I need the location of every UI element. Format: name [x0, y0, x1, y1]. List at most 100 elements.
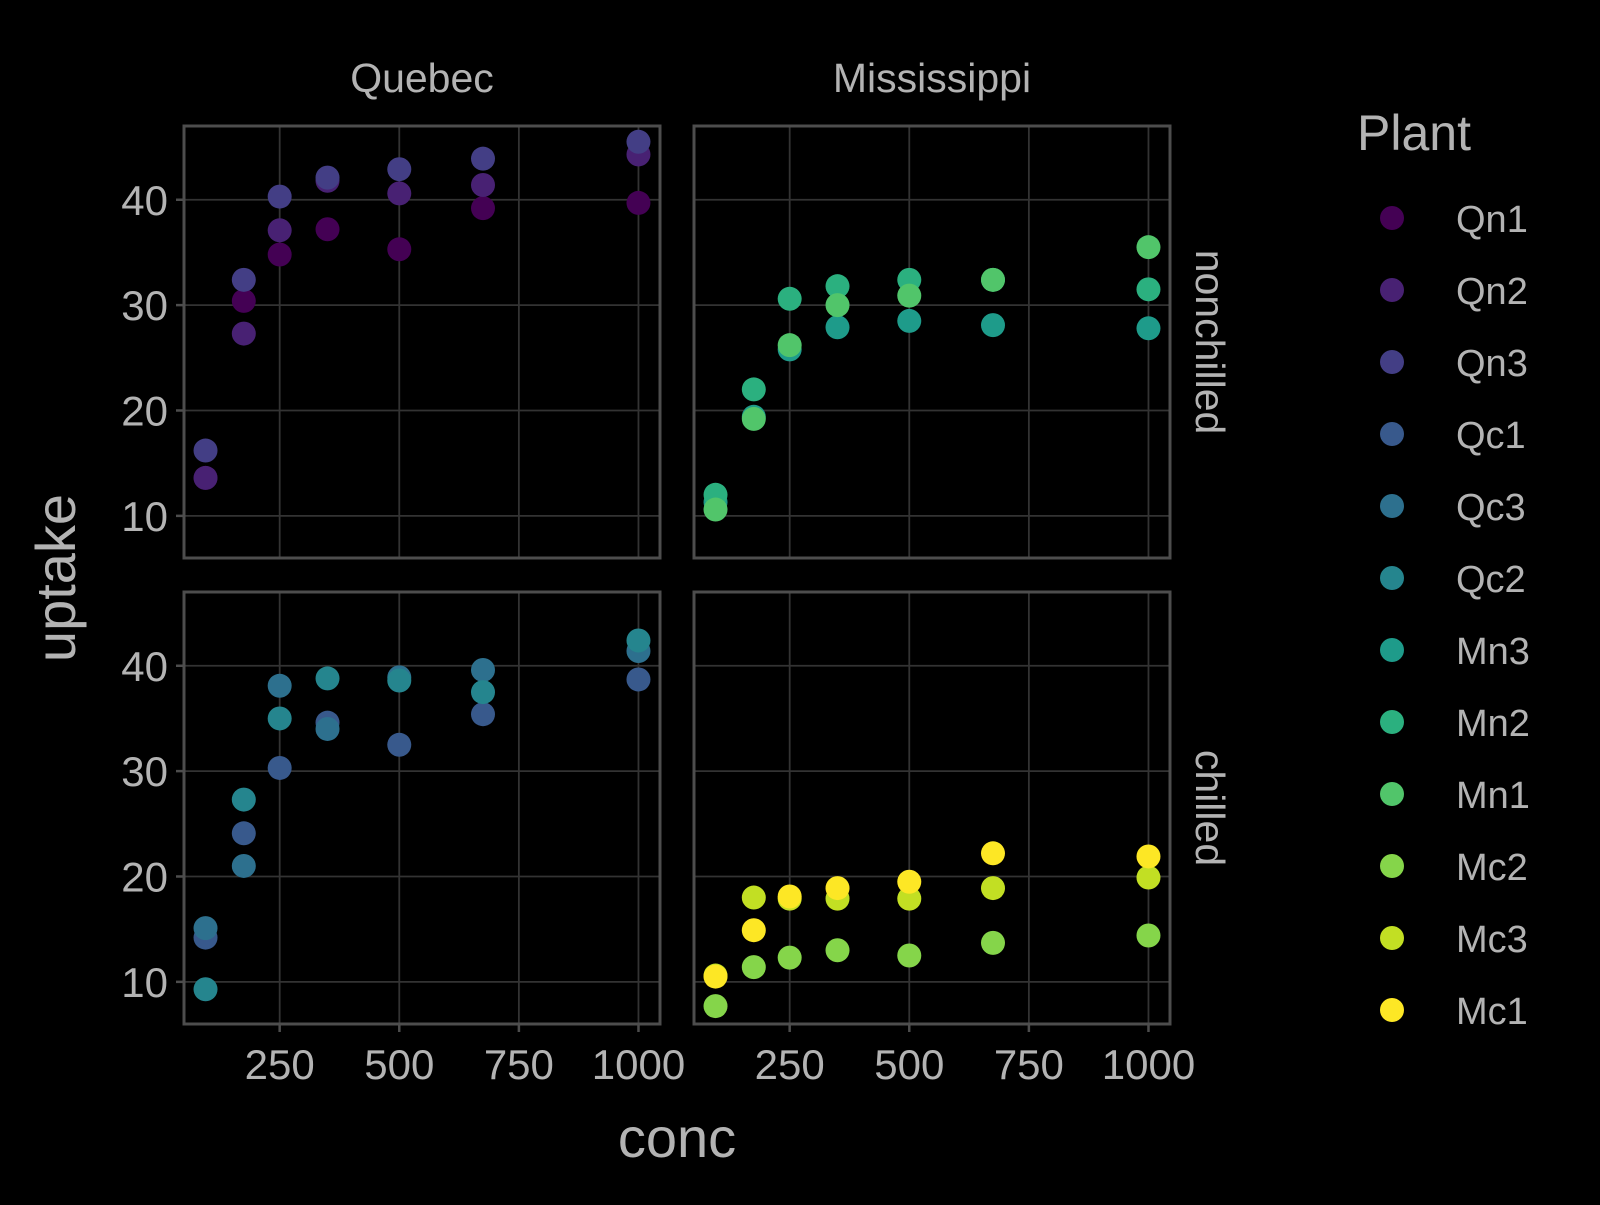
x-tick-label: 750	[994, 1041, 1064, 1088]
data-point-mn1	[703, 497, 728, 522]
x-tick-label: 1000	[592, 1041, 685, 1088]
facet-panel-mississippi-nonchilled	[692, 124, 1172, 560]
data-point-mn3	[825, 315, 850, 340]
data-point-qc1	[387, 732, 412, 757]
x-tick-label: 1000	[1102, 1041, 1195, 1088]
data-point-qn1	[626, 190, 651, 215]
data-point-mn1	[897, 283, 922, 308]
legend-item-qc2: Qc2	[1380, 559, 1526, 601]
data-point-mn1	[741, 406, 766, 431]
data-point-mc1	[703, 964, 728, 989]
legend-item-mc1: Mc1	[1380, 991, 1528, 1033]
data-point-qc2	[626, 628, 651, 653]
data-point-qn1	[470, 196, 495, 221]
legend-label: Mc1	[1456, 991, 1528, 1033]
data-point-mc2	[777, 945, 802, 970]
data-point-mn3	[1136, 316, 1161, 341]
legend-key	[1380, 494, 1404, 518]
data-point-qc1	[626, 667, 651, 692]
series-mc2	[703, 923, 1161, 1019]
data-point-qn3	[470, 146, 495, 171]
panel-background	[184, 126, 660, 558]
data-point-qn1	[315, 217, 340, 242]
data-point-qc2	[387, 668, 412, 693]
legend-item-mn3: Mn3	[1380, 631, 1530, 673]
data-point-qn2	[470, 173, 495, 198]
x-tick-label: 250	[755, 1041, 825, 1088]
legend-key	[1380, 638, 1404, 662]
x-tick-label: 500	[364, 1041, 434, 1088]
facet-panel-quebec-chilled	[182, 590, 662, 1026]
data-point-qc2	[231, 787, 256, 812]
data-point-qn3	[267, 184, 292, 209]
data-point-qc1	[267, 755, 292, 780]
y-tick-label: 40	[121, 643, 168, 690]
legend-item-mc3: Mc3	[1380, 919, 1528, 961]
y-tick-label: 20	[121, 853, 168, 900]
y-tick-label: 20	[121, 387, 168, 434]
y-tick-label: 30	[121, 748, 168, 795]
data-point-qn3	[626, 129, 651, 154]
legend-label: Qn2	[1456, 271, 1528, 313]
x-tick-label: 500	[874, 1041, 944, 1088]
legend-label: Qn1	[1456, 199, 1528, 241]
panel-border	[182, 590, 662, 1026]
y-axis-title: uptake	[24, 494, 87, 662]
data-point-mn1	[825, 293, 850, 318]
legend-key	[1380, 278, 1404, 302]
data-point-mc1	[741, 918, 766, 943]
legend-item-qn1: Qn1	[1380, 199, 1528, 241]
x-tick-label: 750	[484, 1041, 554, 1088]
strip-label-chilled: chilled	[1187, 750, 1233, 866]
data-point-qc3	[267, 673, 292, 698]
legend-label: Qn3	[1456, 343, 1528, 385]
legend-label: Qc3	[1456, 487, 1526, 529]
legend-item-mn1: Mn1	[1380, 775, 1530, 817]
data-point-mc1	[980, 841, 1005, 866]
series-mn1	[703, 235, 1161, 522]
data-point-mc3	[897, 886, 922, 911]
legend-key	[1380, 350, 1404, 374]
facet-panel-quebec-nonchilled	[182, 124, 662, 560]
data-point-mc3	[741, 885, 766, 910]
legend-item-mc2: Mc2	[1380, 847, 1528, 889]
series-qc2	[193, 628, 651, 1002]
data-point-mc2	[1136, 923, 1161, 948]
legend-key	[1380, 206, 1404, 230]
data-point-qc1	[231, 821, 256, 846]
data-point-qc3	[470, 657, 495, 682]
legend-item-qn2: Qn2	[1380, 271, 1528, 313]
legend-label: Mc3	[1456, 919, 1528, 961]
data-point-mc2	[897, 943, 922, 968]
facet-panels	[182, 124, 1172, 1026]
legend-label: Mn2	[1456, 703, 1530, 745]
series-qn3	[193, 129, 651, 463]
legend-key	[1380, 710, 1404, 734]
legend-key	[1380, 926, 1404, 950]
legend-key	[1380, 998, 1404, 1022]
data-point-qc1	[470, 702, 495, 727]
legend-key	[1380, 422, 1404, 446]
legend-item-qn3: Qn3	[1380, 343, 1528, 385]
data-point-mn1	[1136, 235, 1161, 260]
strip-label-mississippi: Mississippi	[833, 55, 1031, 101]
data-point-qn2	[193, 465, 218, 490]
data-point-mc1	[825, 876, 850, 901]
data-point-mc1	[897, 869, 922, 894]
panel-border	[182, 124, 662, 560]
y-tick-label: 10	[121, 959, 168, 1006]
y-tick-label: 10	[121, 493, 168, 540]
legend-label: Qc1	[1456, 415, 1526, 457]
data-point-qn3	[387, 157, 412, 182]
data-point-mn3	[897, 308, 922, 333]
panel-border	[692, 590, 1172, 1026]
data-point-qn2	[267, 218, 292, 243]
data-point-mc2	[703, 994, 728, 1019]
data-point-qn1	[231, 288, 256, 313]
strip-label-quebec: Quebec	[350, 55, 494, 101]
data-point-qn2	[231, 321, 256, 346]
data-point-qc3	[193, 916, 218, 941]
y-tick-label: 40	[121, 177, 168, 224]
strip-label-nonchilled: nonchilled	[1187, 250, 1233, 435]
